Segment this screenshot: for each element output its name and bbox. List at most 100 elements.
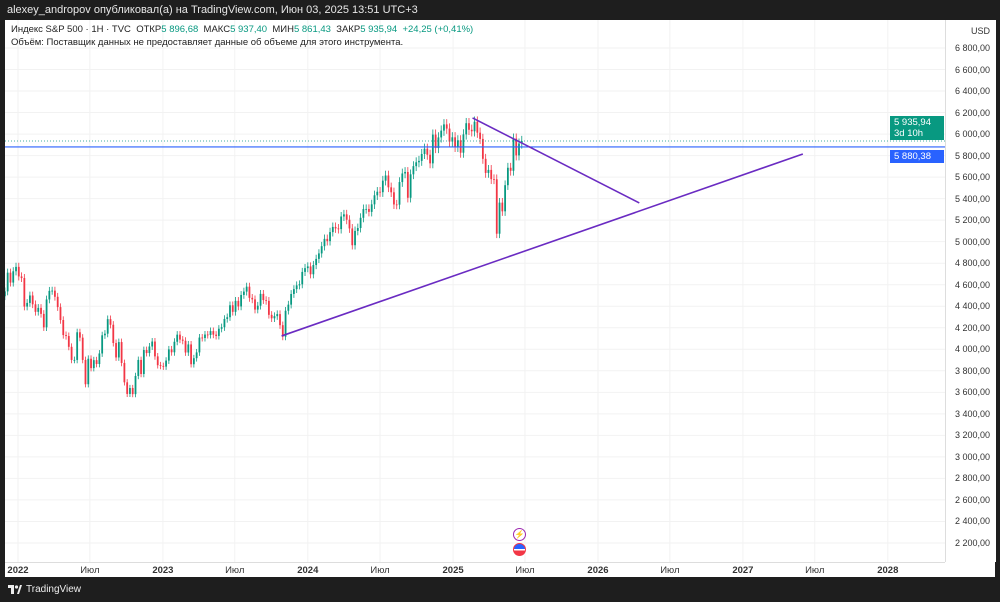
- price-label: 4 800,00: [954, 258, 990, 269]
- candle-body: [340, 216, 343, 230]
- candle-body: [23, 278, 26, 307]
- price-label: 6 600,00: [954, 64, 990, 75]
- candle-body: [167, 349, 170, 361]
- candle-body: [359, 217, 362, 229]
- candle-body: [62, 320, 65, 336]
- bar-countdown: 3d 10h: [894, 127, 924, 139]
- candle-body: [351, 228, 354, 246]
- candle-body: [395, 204, 398, 206]
- candle-body: [148, 346, 151, 354]
- candle-body: [48, 290, 51, 300]
- candle-body: [240, 294, 243, 307]
- time-label-year: 2023: [152, 565, 174, 576]
- candle-body: [443, 124, 445, 131]
- candle-body: [462, 134, 465, 153]
- currency-label: USD: [970, 26, 990, 36]
- hline-price-badge: 5 880,38: [890, 149, 944, 163]
- time-label-year: 2022: [7, 565, 29, 576]
- candle-body: [301, 271, 304, 285]
- candle-body: [223, 318, 226, 328]
- candle-body: [54, 290, 56, 297]
- footer-bar: TradingView: [0, 577, 1000, 602]
- candle-body: [406, 171, 409, 198]
- candle-body: [420, 153, 423, 161]
- candle-body: [226, 317, 229, 319]
- event-us-flag-icon[interactable]: [513, 543, 526, 556]
- open-label: ОТКР: [136, 24, 162, 35]
- candle-body: [115, 343, 117, 358]
- candle-body: [354, 230, 356, 246]
- price-axis[interactable]: USD 6 800,00 6 600,00 6 400,00 6 200,00 6 00…: [890, 20, 996, 562]
- candle-body: [315, 258, 318, 266]
- candle-body: [220, 327, 223, 329]
- candle-body: [195, 352, 198, 359]
- volume-note: Объём: Поставщик данных не предоставляет…: [11, 37, 404, 48]
- candle-body: [398, 182, 401, 205]
- price-chart[interactable]: [5, 20, 945, 562]
- high-value: 5 937,40: [230, 24, 268, 35]
- candle-body: [451, 137, 454, 142]
- candle-body: [384, 175, 387, 181]
- candle-body: [401, 173, 404, 183]
- tradingview-logo[interactable]: TradingView: [8, 584, 81, 595]
- candle-body: [242, 291, 245, 295]
- candle-body: [104, 333, 106, 336]
- candle-body: [498, 202, 501, 234]
- candle-body: [137, 359, 140, 376]
- candle-body: [448, 128, 451, 142]
- candle-body: [434, 134, 437, 149]
- event-lightning-icon[interactable]: ⚡: [513, 528, 526, 541]
- candle-body: [5, 291, 6, 297]
- time-label-month: Июл: [370, 565, 390, 576]
- candle-body: [117, 342, 120, 358]
- candle-body: [29, 295, 31, 303]
- candle-body: [376, 191, 379, 196]
- candle-body: [501, 202, 504, 212]
- candle-body: [326, 238, 329, 242]
- candle-body: [245, 286, 248, 292]
- candle-body: [295, 285, 298, 290]
- candle-body: [484, 158, 487, 173]
- candle-body: [173, 341, 176, 353]
- candle-body: [312, 265, 315, 275]
- candle-body: [142, 350, 145, 375]
- price-label: 6 400,00: [954, 86, 990, 97]
- time-label-year: 2028: [877, 565, 899, 576]
- price-label: 5 600,00: [954, 172, 990, 183]
- candle-body: [20, 276, 23, 279]
- candle-body: [476, 121, 479, 133]
- close-value: 5 935,94: [360, 24, 398, 35]
- low-value: 5 861,43: [293, 24, 331, 35]
- candle-body: [234, 300, 237, 312]
- chart-area[interactable]: Индекс S&P 500 · 1Н · TVC ОТКР5 896,68 М…: [5, 20, 996, 578]
- candle-body: [192, 358, 195, 365]
- legend: Индекс S&P 500 · 1Н · TVC ОТКР5 896,68 М…: [11, 23, 473, 49]
- candle-body: [154, 341, 156, 357]
- candle-body: [493, 179, 495, 180]
- candle-body: [56, 296, 59, 308]
- candle-body: [429, 154, 431, 164]
- price-label: 5 400,00: [954, 193, 990, 204]
- candle-body: [84, 359, 87, 385]
- candle-body: [187, 344, 190, 353]
- candle-body: [270, 314, 273, 319]
- candle-body: [473, 121, 476, 132]
- time-axis[interactable]: 2022 Июл 2023 Июл 2024 Июл 2025 Июл 2026 Июл 2027 И…: [5, 562, 945, 578]
- candle-body: [426, 148, 429, 155]
- candle-body: [184, 340, 187, 353]
- candle-body: [323, 238, 326, 247]
- candle-body: [92, 360, 95, 369]
- price-label: 6 800,00: [954, 43, 990, 53]
- candle-body: [423, 148, 426, 154]
- candle-body: [101, 335, 104, 354]
- candle-body: [390, 187, 393, 193]
- candle-body: [31, 295, 34, 305]
- price-label: 2 200,00: [954, 537, 990, 548]
- candle-body: [67, 336, 70, 347]
- candle-body: [518, 143, 520, 156]
- price-label: 4 200,00: [954, 322, 990, 333]
- candle-body: [456, 140, 459, 147]
- candle-body: [337, 228, 340, 230]
- candle-body: [262, 293, 265, 301]
- candle-body: [470, 129, 473, 132]
